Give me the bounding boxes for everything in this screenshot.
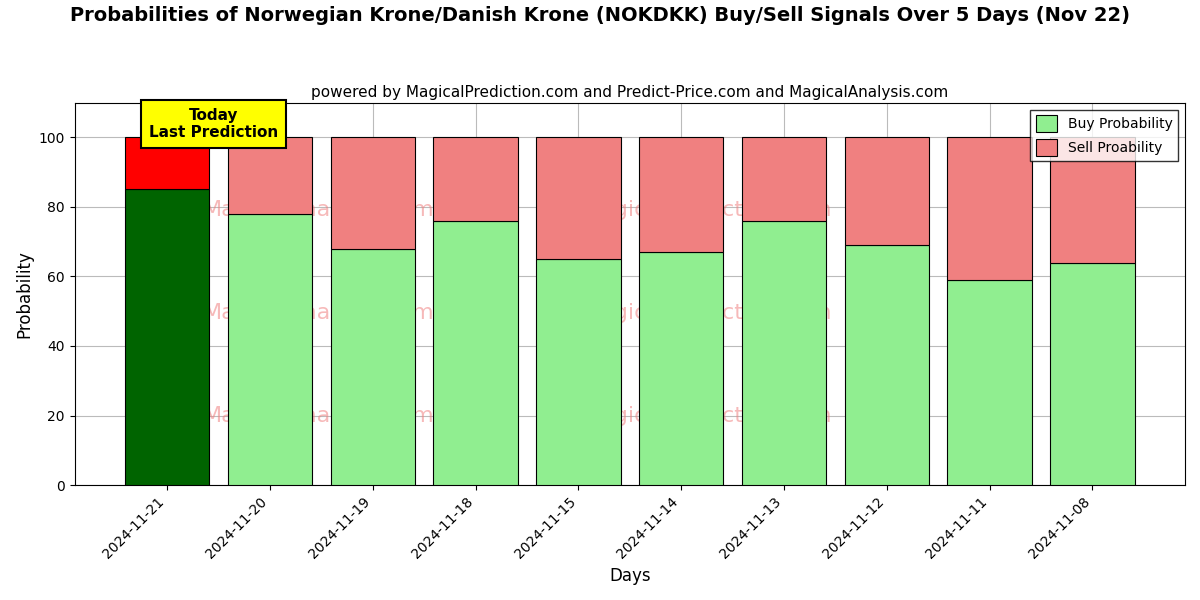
Legend: Buy Probability, Sell Proability: Buy Probability, Sell Proability: [1030, 110, 1178, 161]
Text: MagicalAnalysis.com: MagicalAnalysis.com: [203, 303, 434, 323]
Y-axis label: Probability: Probability: [16, 250, 34, 338]
Text: Probabilities of Norwegian Krone/Danish Krone (NOKDKK) Buy/Sell Signals Over 5 D: Probabilities of Norwegian Krone/Danish …: [70, 6, 1130, 25]
Text: MagicalPrediction.com: MagicalPrediction.com: [582, 200, 833, 220]
Bar: [536, 259, 620, 485]
Bar: [742, 221, 826, 485]
Bar: [125, 190, 210, 485]
Bar: [433, 137, 517, 221]
Text: MagicalAnalysis.com: MagicalAnalysis.com: [203, 406, 434, 426]
Bar: [331, 137, 415, 248]
Bar: [640, 252, 724, 485]
Text: MagicalAnalysis.com: MagicalAnalysis.com: [203, 200, 434, 220]
Bar: [948, 137, 1032, 280]
Text: Today
Last Prediction: Today Last Prediction: [149, 108, 278, 140]
Bar: [845, 245, 929, 485]
Text: MagicalPrediction.com: MagicalPrediction.com: [582, 303, 833, 323]
Bar: [125, 137, 210, 190]
Text: MagicalPrediction.com: MagicalPrediction.com: [582, 406, 833, 426]
Bar: [228, 137, 312, 214]
Bar: [536, 137, 620, 259]
Bar: [640, 137, 724, 252]
Bar: [1050, 263, 1134, 485]
Bar: [433, 221, 517, 485]
Bar: [1050, 137, 1134, 263]
Bar: [331, 248, 415, 485]
Title: powered by MagicalPrediction.com and Predict-Price.com and MagicalAnalysis.com: powered by MagicalPrediction.com and Pre…: [311, 85, 948, 100]
Bar: [845, 137, 929, 245]
Bar: [742, 137, 826, 221]
X-axis label: Days: Days: [610, 567, 650, 585]
Bar: [948, 280, 1032, 485]
Bar: [228, 214, 312, 485]
